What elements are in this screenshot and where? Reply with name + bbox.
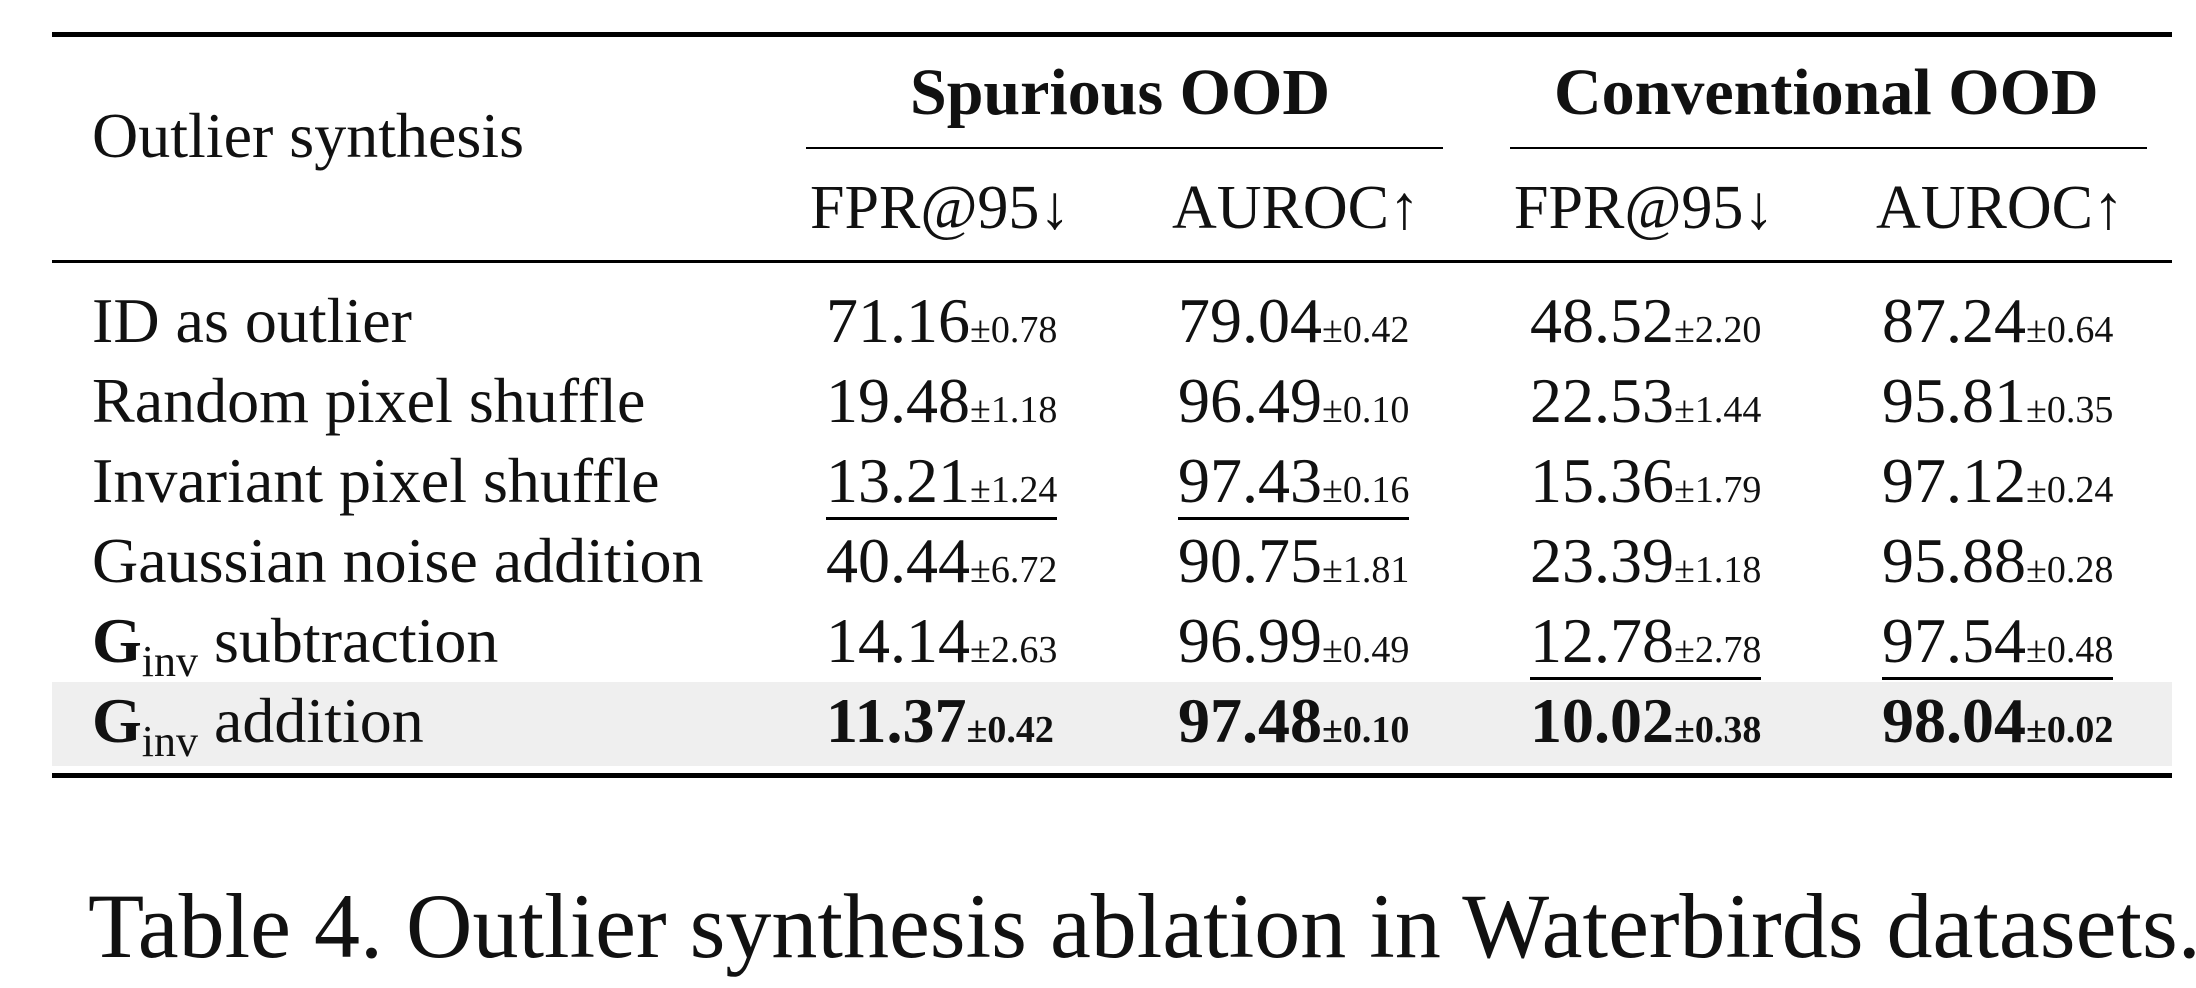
table-cell-underlined: 12.78±2.78	[1530, 609, 1762, 680]
ginv-symbol: G	[92, 605, 142, 676]
table-cell: 23.39±1.18	[1530, 525, 1762, 596]
table-cell-best: 10.02±0.38	[1530, 685, 1762, 756]
table-cell-best: 11.37±0.42	[826, 685, 1054, 756]
group-rule-spurious	[806, 147, 1443, 149]
row-label-random-pixel-shuffle: Random pixel shuffle	[92, 365, 646, 436]
table-cell: 79.04±0.42	[1178, 285, 1410, 356]
table-cell-underlined: 97.43±0.16	[1178, 449, 1410, 520]
metric-header-fpr-conventional: FPR@95↓	[1514, 174, 1775, 242]
row-label-text: addition	[198, 685, 424, 756]
top-rule	[52, 32, 2172, 37]
table-cell: 40.44±6.72	[826, 525, 1058, 596]
table-cell: 71.16±0.78	[826, 285, 1058, 356]
metric-header-fpr-spurious: FPR@95↓	[810, 174, 1071, 242]
row-label-text: subtraction	[198, 605, 499, 676]
table-cell-best: 98.04±0.02	[1882, 685, 2114, 756]
highlight-row-background	[52, 682, 2172, 766]
group-header-conventional: Conventional OOD	[1554, 56, 2099, 129]
group-rule-conventional	[1510, 147, 2147, 149]
ginv-subscript: inv	[141, 717, 199, 766]
row-label-gaussian-noise-addition: Gaussian noise addition	[92, 525, 704, 596]
table-cell: 19.48±1.18	[826, 365, 1058, 436]
group-header-spurious: Spurious OOD	[910, 56, 1330, 129]
table-caption: Table 4. Outlier synthesis ablation in W…	[88, 875, 2196, 977]
row-label-ginv-subtraction: Ginv subtraction	[92, 609, 498, 684]
table-cell-best: 97.48±0.10	[1178, 685, 1410, 756]
ginv-subscript: inv	[141, 637, 199, 686]
table-cell: 96.49±0.10	[1178, 365, 1410, 436]
ginv-symbol: G	[92, 685, 142, 756]
metric-header-auroc-spurious: AUROC↑	[1172, 174, 1421, 242]
bottom-rule	[52, 773, 2172, 778]
table-cell: 95.88±0.28	[1882, 525, 2114, 596]
mid-rule	[52, 260, 2172, 263]
table-cell: 95.81±0.35	[1882, 365, 2114, 436]
row-header-label: Outlier synthesis	[92, 100, 524, 171]
table-cell: 14.14±2.63	[826, 605, 1058, 676]
table-cell: 96.99±0.49	[1178, 605, 1410, 676]
table-cell: 15.36±1.79	[1530, 445, 1762, 516]
metric-header-auroc-conventional: AUROC↑	[1876, 174, 2125, 242]
table-cell: 22.53±1.44	[1530, 365, 1762, 436]
table-cell: 90.75±1.81	[1178, 525, 1410, 596]
table-cell: 48.52±2.20	[1530, 285, 1762, 356]
row-label-ginv-addition: Ginv addition	[92, 689, 424, 764]
row-label-id-as-outlier: ID as outlier	[92, 285, 412, 356]
table-cell: 87.24±0.64	[1882, 285, 2114, 356]
row-label-invariant-pixel-shuffle: Invariant pixel shuffle	[92, 445, 660, 516]
table-cell-underlined: 13.21±1.24	[826, 449, 1058, 520]
table-cell-underlined: 97.54±0.48	[1882, 609, 2114, 680]
table-cell: 97.12±0.24	[1882, 445, 2114, 516]
